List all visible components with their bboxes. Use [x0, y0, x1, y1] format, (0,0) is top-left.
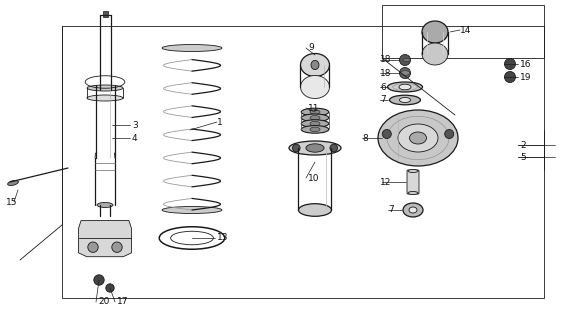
- Ellipse shape: [162, 206, 222, 213]
- Ellipse shape: [389, 95, 420, 105]
- Ellipse shape: [409, 132, 427, 144]
- Ellipse shape: [400, 71, 410, 75]
- Ellipse shape: [310, 127, 320, 132]
- Ellipse shape: [310, 110, 320, 114]
- Ellipse shape: [408, 191, 418, 195]
- Text: 20: 20: [98, 298, 110, 307]
- Text: 1: 1: [217, 117, 223, 126]
- Ellipse shape: [301, 125, 329, 133]
- Ellipse shape: [378, 110, 458, 166]
- Circle shape: [400, 68, 411, 78]
- Ellipse shape: [409, 207, 417, 213]
- Ellipse shape: [300, 76, 329, 99]
- Ellipse shape: [403, 59, 411, 61]
- FancyBboxPatch shape: [407, 170, 419, 194]
- Text: 11: 11: [308, 103, 320, 113]
- Circle shape: [94, 275, 104, 285]
- Text: 5: 5: [520, 153, 526, 162]
- Ellipse shape: [403, 203, 423, 217]
- Ellipse shape: [408, 170, 418, 172]
- Ellipse shape: [388, 82, 423, 92]
- Circle shape: [112, 242, 122, 252]
- Ellipse shape: [162, 44, 222, 52]
- Ellipse shape: [299, 204, 332, 216]
- Circle shape: [88, 242, 98, 252]
- Text: 18: 18: [380, 68, 392, 77]
- Text: 10: 10: [308, 173, 320, 182]
- Text: 19: 19: [520, 73, 532, 82]
- Circle shape: [400, 54, 411, 66]
- Ellipse shape: [289, 141, 341, 155]
- Text: 17: 17: [117, 298, 128, 307]
- Ellipse shape: [422, 43, 448, 65]
- Ellipse shape: [97, 203, 113, 207]
- Ellipse shape: [398, 124, 438, 152]
- Circle shape: [106, 284, 114, 292]
- Text: 12: 12: [380, 178, 391, 187]
- Ellipse shape: [311, 60, 319, 70]
- Ellipse shape: [310, 121, 320, 126]
- Circle shape: [292, 144, 300, 152]
- Text: 16: 16: [520, 60, 532, 68]
- Text: 3: 3: [132, 121, 138, 130]
- Ellipse shape: [300, 53, 329, 76]
- Text: 6: 6: [380, 83, 386, 92]
- Text: 2: 2: [520, 140, 526, 149]
- Ellipse shape: [399, 84, 411, 90]
- Ellipse shape: [310, 116, 320, 120]
- Text: 15: 15: [6, 197, 18, 206]
- Circle shape: [330, 144, 337, 152]
- Bar: [382, 5, 544, 58]
- Ellipse shape: [301, 108, 329, 116]
- Bar: [103, 11, 107, 17]
- Text: 13: 13: [217, 234, 228, 243]
- Ellipse shape: [301, 114, 329, 122]
- Polygon shape: [79, 220, 131, 257]
- Text: 7: 7: [388, 205, 394, 214]
- Text: 14: 14: [460, 26, 472, 35]
- Circle shape: [383, 130, 391, 139]
- Circle shape: [505, 71, 516, 83]
- Ellipse shape: [306, 144, 324, 152]
- Ellipse shape: [7, 180, 18, 186]
- Text: 8: 8: [362, 133, 368, 142]
- Ellipse shape: [87, 95, 123, 101]
- Ellipse shape: [400, 98, 411, 102]
- Circle shape: [505, 59, 516, 69]
- Bar: [62, 26, 544, 298]
- Text: 18: 18: [380, 55, 392, 65]
- Text: 9: 9: [308, 44, 313, 52]
- Text: 4: 4: [132, 133, 138, 142]
- Ellipse shape: [422, 21, 448, 43]
- Ellipse shape: [301, 120, 329, 127]
- Circle shape: [445, 130, 454, 139]
- Text: 7: 7: [380, 95, 386, 105]
- Ellipse shape: [87, 85, 123, 91]
